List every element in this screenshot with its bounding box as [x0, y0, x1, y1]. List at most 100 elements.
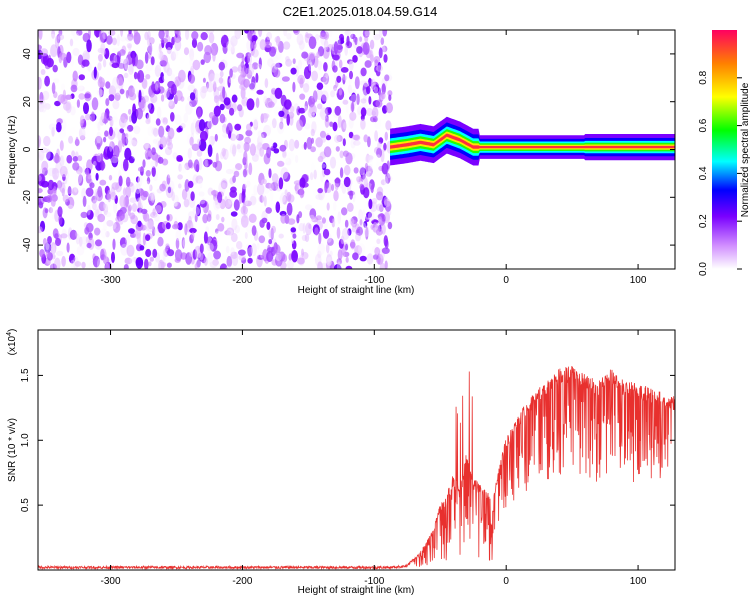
noise-cell	[133, 125, 141, 135]
noise-cell	[353, 140, 361, 146]
noise-cell	[275, 62, 283, 68]
noise-cell	[74, 261, 82, 267]
noise-cell	[211, 196, 217, 206]
noise-cell	[71, 187, 79, 196]
noise-cell	[231, 129, 239, 141]
noise-cell	[321, 136, 326, 143]
noise-cell	[194, 263, 198, 269]
noise-cell	[285, 56, 290, 62]
noise-cell	[251, 243, 257, 257]
noise-cell	[125, 89, 129, 99]
y-tick-label: 40	[22, 48, 33, 60]
noise-cell	[40, 101, 47, 113]
noise-cell	[38, 30, 43, 40]
noise-cell	[208, 32, 215, 44]
noise-cell	[365, 171, 370, 178]
noise-cell	[128, 156, 135, 164]
noise-cell	[48, 123, 57, 131]
noise-cell	[111, 62, 120, 69]
noise-cell	[135, 176, 140, 183]
noise-cell	[55, 122, 62, 133]
noise-cell	[230, 35, 238, 47]
noise-cell	[58, 214, 63, 226]
noise-cell	[187, 180, 194, 188]
noise-cell	[84, 113, 91, 121]
noise-cell	[218, 77, 224, 84]
noise-cell	[343, 164, 351, 176]
noise-cell	[55, 237, 61, 247]
noise-cell	[221, 182, 228, 188]
noise-cell	[375, 191, 384, 201]
noise-cell	[76, 84, 84, 90]
noise-cell	[236, 241, 243, 250]
noise-cell	[108, 85, 116, 97]
noise-cell	[301, 51, 309, 59]
noise-cell	[354, 76, 360, 90]
noise-cell	[246, 180, 251, 188]
noise-cell	[125, 36, 134, 42]
noise-cell	[302, 131, 307, 137]
noise-cell	[244, 196, 249, 206]
noise-cell	[363, 134, 369, 143]
noise-cell	[72, 162, 80, 171]
noise-cell	[214, 198, 219, 206]
noise-cell	[84, 91, 92, 102]
noise-cell	[93, 56, 100, 70]
noise-cell	[174, 114, 182, 125]
noise-cell	[248, 64, 255, 76]
noise-cell	[120, 35, 126, 42]
noise-cell	[135, 257, 144, 269]
noise-cell	[187, 84, 196, 92]
noise-cell	[59, 165, 68, 178]
noise-cell	[381, 162, 389, 175]
noise-cell	[86, 204, 91, 216]
noise-cell	[153, 260, 161, 269]
noise-cell	[140, 224, 147, 231]
noise-cell	[349, 111, 357, 121]
noise-cell	[299, 186, 304, 199]
noise-cell	[303, 141, 307, 150]
noise-cell	[144, 221, 150, 232]
noise-cell	[224, 196, 228, 207]
noise-cell	[298, 107, 306, 114]
noise-cell	[362, 41, 370, 55]
colorbar-ticks: 0.0 0.2 0.4 0.6 0.8	[698, 70, 742, 276]
noise-cell	[225, 150, 231, 160]
noise-cell	[125, 234, 131, 246]
noise-cell	[131, 203, 138, 212]
noise-cell	[225, 245, 230, 254]
noise-cell	[64, 110, 71, 124]
noise-cell	[307, 52, 316, 60]
noise-cell	[91, 199, 99, 210]
noise-cell	[332, 201, 337, 211]
noise-cell	[301, 248, 304, 258]
noise-cell	[206, 81, 210, 89]
noise-cell	[255, 72, 259, 83]
noise-cell	[119, 128, 125, 134]
noise-cell	[366, 85, 371, 95]
noise-cell	[339, 182, 344, 189]
noise-cell	[61, 255, 66, 267]
noise-cell	[342, 75, 348, 81]
noise-cell	[374, 130, 378, 142]
noise-cell	[41, 180, 49, 188]
noise-cell	[207, 121, 213, 129]
noise-cell	[274, 36, 281, 43]
noise-cell	[366, 153, 370, 163]
noise-cell	[248, 213, 257, 223]
noise-cell	[302, 83, 310, 93]
colorbar-label: Normalized spectral amplitude	[740, 82, 750, 217]
noise-cell	[153, 127, 159, 137]
noise-cell	[123, 58, 129, 71]
noise-cell	[365, 226, 369, 240]
noise-cell	[243, 142, 250, 152]
noise-cell	[350, 33, 356, 40]
noise-cell	[256, 63, 262, 70]
noise-cell	[317, 103, 323, 110]
noise-cell	[318, 163, 326, 169]
noise-cell	[118, 211, 126, 221]
noise-cell	[252, 249, 259, 259]
noise-cell	[213, 95, 219, 103]
noise-cell	[340, 37, 344, 44]
noise-cell	[215, 231, 222, 239]
